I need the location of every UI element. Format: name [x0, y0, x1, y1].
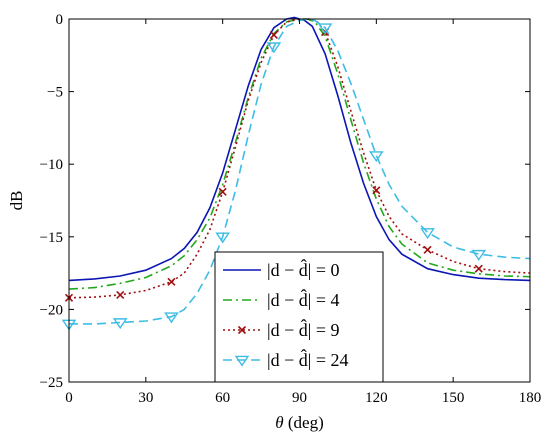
data-point-marker	[269, 30, 278, 40]
y-tick-label: −20	[40, 302, 63, 318]
data-point-marker	[317, 23, 333, 35]
data-point-marker	[215, 232, 230, 244]
legend-label: |d − d̂| = 9	[267, 319, 340, 340]
y-tick-label: −10	[40, 157, 63, 173]
x-axis-label: θ (deg)	[275, 413, 323, 432]
legend-entry: |d − d̂| = 24	[223, 349, 349, 370]
data-point-marker	[471, 249, 487, 261]
data-point-marker	[234, 355, 250, 367]
data-point-marker	[423, 245, 432, 254]
data-point-marker	[420, 228, 435, 240]
data-point-marker	[237, 325, 247, 335]
data-point-marker	[116, 290, 125, 299]
y-tick-label: −25	[40, 375, 63, 391]
y-tick-label: −5	[47, 85, 63, 101]
x-tick-label: 0	[65, 390, 73, 406]
x-tick-label: 180	[519, 390, 542, 406]
legend-entry: |d − d̂| = 4	[223, 289, 340, 310]
ticks-layer: 0 30 60 90 120 150 180 0 −5 −10 −15 −20 −25	[40, 12, 542, 406]
x-tick-label: 60	[215, 390, 230, 406]
data-point-marker	[218, 187, 227, 196]
x-axis-label-symbol: θ	[275, 413, 283, 432]
data-point-marker	[474, 264, 483, 273]
x-tick-label: 30	[138, 390, 153, 406]
legend-label: |d − d̂| = 4	[267, 289, 340, 310]
x-tick-label: 150	[442, 390, 465, 406]
x-tick-label: 120	[365, 390, 388, 406]
data-point-marker	[167, 277, 176, 286]
legend-entry: |d − d̂| = 0	[223, 259, 340, 280]
y-tick-label: 0	[56, 12, 64, 28]
y-tick-label: −15	[40, 230, 63, 246]
data-point-marker	[266, 42, 282, 54]
x-tick-label: 90	[292, 390, 307, 406]
legend-entry: |d − d̂| = 9	[223, 319, 340, 340]
data-point-marker	[372, 186, 381, 195]
legend-label: |d − d̂| = 24	[267, 349, 349, 370]
data-point-marker	[369, 151, 384, 163]
legend-label: |d − d̂| = 0	[267, 259, 340, 280]
legend: |d − d̂| = 0 |d − d̂| = 4 |d − d̂| = 9 |d −…	[214, 251, 384, 383]
series-0	[68, 16, 531, 282]
series-line	[68, 16, 531, 282]
y-axis-label: dB	[7, 191, 26, 211]
x-axis-label-unit: (deg)	[284, 413, 324, 432]
data-point-marker	[164, 312, 179, 324]
series-line	[68, 18, 531, 299]
data-point-marker	[112, 318, 128, 330]
